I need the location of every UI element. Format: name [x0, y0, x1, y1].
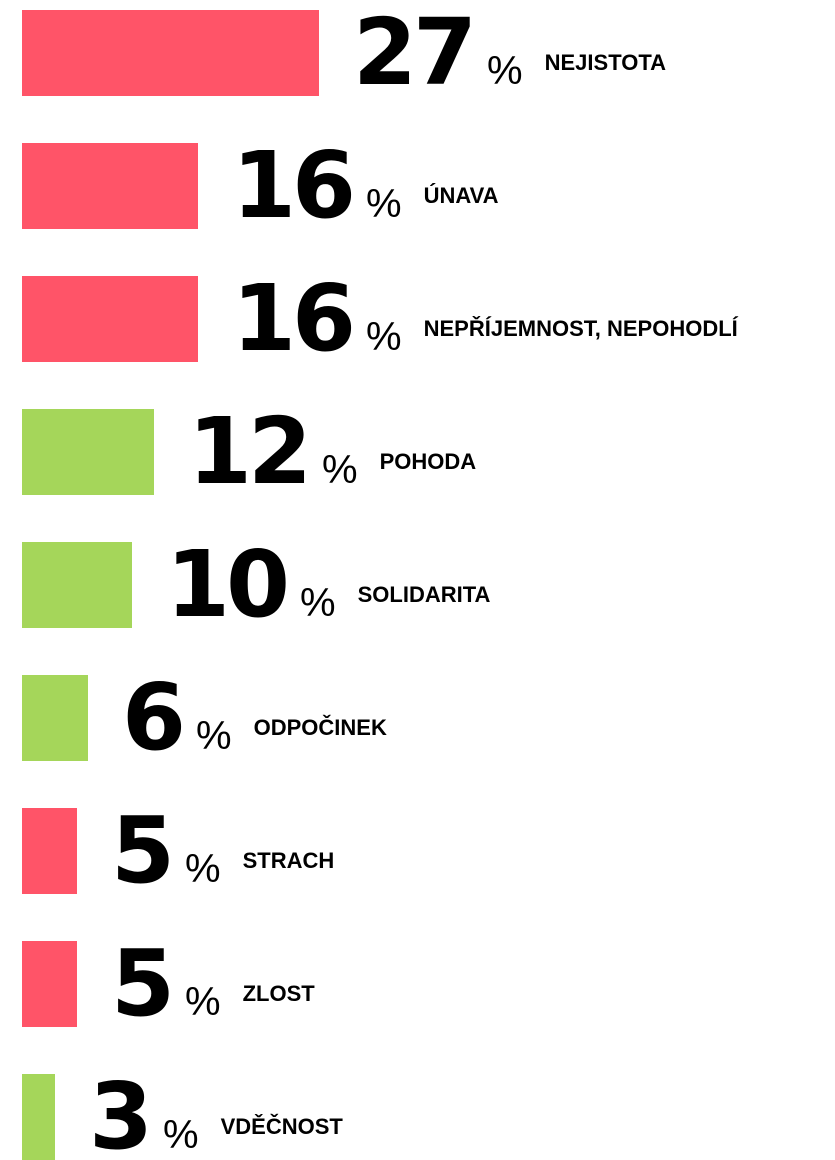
category-label: NEPŘÍJEMNOST, NEPOHODLÍ	[423, 316, 738, 341]
bar	[22, 409, 154, 495]
bar-row: 3% VDĚČNOST	[22, 1063, 343, 1160]
category-label: ÚNAVA	[423, 183, 499, 208]
unit-label: %	[185, 847, 221, 891]
bar	[22, 1074, 55, 1160]
bar	[22, 10, 319, 96]
category-label: NEJISTOTA	[544, 50, 667, 75]
value-label: 16	[232, 132, 356, 239]
bar	[22, 276, 198, 362]
bar-row: 6% ODPOČINEK	[22, 664, 387, 771]
category-label: STRACH	[242, 848, 335, 873]
bar	[22, 808, 77, 894]
value-label: 16	[232, 265, 356, 372]
bar-row: 16% ÚNAVA	[22, 132, 499, 239]
unit-label: %	[300, 581, 336, 625]
unit-label: %	[366, 182, 402, 226]
value-label: 5	[111, 930, 175, 1037]
value-label: 5	[111, 797, 175, 904]
unit-label: %	[366, 315, 402, 359]
value-label: 6	[122, 664, 186, 771]
category-label: VDĚČNOST	[220, 1114, 343, 1139]
value-label: 12	[188, 398, 312, 505]
category-label: ODPOČINEK	[253, 715, 387, 740]
category-label: SOLIDARITA	[357, 582, 491, 607]
unit-label: %	[185, 980, 221, 1024]
unit-label: %	[487, 49, 523, 93]
category-label: POHODA	[379, 449, 477, 474]
unit-label: %	[322, 448, 358, 492]
value-label: 27	[353, 0, 477, 106]
bar	[22, 675, 88, 761]
bar	[22, 941, 77, 1027]
category-label: ZLOST	[242, 981, 315, 1006]
bar-row: 5% ZLOST	[22, 930, 315, 1037]
bar-row: 27% NEJISTOTA	[22, 0, 667, 106]
unit-label: %	[163, 1113, 199, 1157]
bar	[22, 542, 132, 628]
bar-row: 10% SOLIDARITA	[22, 531, 491, 638]
bar-row: 12% POHODA	[22, 398, 477, 505]
unit-label: %	[196, 714, 232, 758]
bar	[22, 143, 198, 229]
value-label: 10	[166, 531, 290, 638]
bar-row: 16% NEPŘÍJEMNOST, NEPOHODLÍ	[22, 265, 738, 372]
value-label: 3	[89, 1063, 153, 1160]
bar-row: 5% STRACH	[22, 797, 335, 904]
